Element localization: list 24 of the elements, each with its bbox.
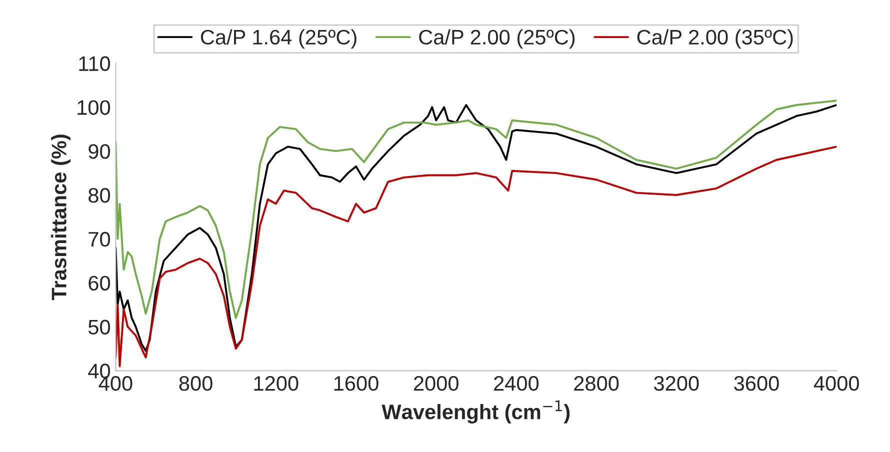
legend-label: Ca/P 1.64 (25ºC) — [200, 29, 356, 49]
y-tick-label: 80 — [88, 188, 110, 203]
y-tick-label: 60 — [88, 276, 110, 291]
x-tick-label: 2400 — [494, 376, 539, 391]
legend-label: Ca/P 2.00 (35ºC) — [637, 29, 793, 49]
x-tick-label: 4000 — [814, 376, 859, 391]
x-tick-label: 800 — [179, 376, 212, 391]
y-axis-title: Trasmittance (%) — [51, 134, 71, 300]
y-tick-label: 90 — [88, 144, 110, 159]
x-tick-label: 2000 — [414, 376, 458, 391]
y-tick-label: 70 — [88, 232, 110, 247]
x-tick-label: 2800 — [574, 376, 619, 391]
x-tick-label: 400 — [98, 376, 132, 391]
y-tick-label: 110 — [79, 56, 110, 72]
x-tick-label: 3600 — [734, 376, 779, 391]
x-tick-label: 1200 — [254, 376, 298, 391]
y-tick-label: 50 — [88, 320, 110, 334]
legend-label: Ca/P 2.00 (25ºC) — [419, 29, 575, 49]
x-tick-label: 1600 — [334, 376, 378, 391]
y-tick-label: 100 — [78, 100, 110, 115]
x-tick-label: 3200 — [654, 376, 699, 391]
y-tick-label: 40 — [88, 364, 110, 378]
line-series — [116, 146, 837, 368]
x-axis-title: Wavelenght (cm$^{−1}$) — [382, 400, 570, 424]
